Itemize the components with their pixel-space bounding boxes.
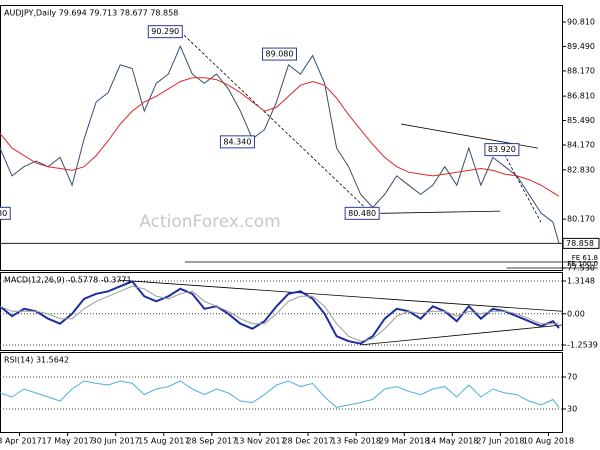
- trendline: [380, 210, 501, 214]
- panel-title: MACD(12,26,9) -0.5778 -0.3771: [4, 276, 132, 285]
- y-tick-label: 82.830: [567, 165, 595, 174]
- x-tick-label: 28 Sep 2017: [187, 437, 238, 446]
- annotation-box: [147, 25, 183, 39]
- panel-frame: [0, 5, 563, 271]
- panel-title: RSI(14) 31.5642: [4, 356, 69, 365]
- x-tick-label: 14 May 2018: [426, 437, 478, 446]
- y-tick-label: 90.810: [567, 18, 595, 27]
- y-tick-label: 84.170: [567, 141, 595, 150]
- x-tick-label: 10 Aug 2018: [523, 437, 574, 446]
- series-line: [0, 285, 560, 342]
- x-tick-label: 28 Dec 2017: [282, 437, 333, 446]
- annotation-label: 84.340: [223, 137, 251, 146]
- series-line: [0, 280, 560, 345]
- panel-frame: [0, 272, 563, 351]
- annotation-label: 80.480: [348, 209, 376, 218]
- panel-frame: [0, 352, 563, 433]
- x-tick-label: 29 Mar 2018: [379, 437, 430, 446]
- y-tick-label: 80.170: [567, 215, 595, 224]
- annotation-label: 80: [0, 209, 7, 218]
- panel-title: AUDJPY,Daily 79.694 79.713 78.677 78.858: [4, 9, 178, 18]
- watermark: ActionForex.com: [139, 212, 280, 232]
- series-line: [0, 380, 560, 408]
- annotation-box: [219, 135, 255, 149]
- series-line: [0, 77, 560, 197]
- y-tick-label: 70: [567, 373, 577, 382]
- y-tick-label: 1.3148: [567, 276, 595, 285]
- annotation-label: 89.080: [265, 50, 293, 59]
- trendline: [501, 149, 542, 223]
- x-tick-label: 15 Aug 2017: [138, 437, 189, 446]
- annotation-label: 90.290: [151, 27, 179, 36]
- plot-area: [0, 380, 560, 408]
- annotation-box: [261, 47, 297, 61]
- last-price-label: 78.858: [566, 239, 594, 248]
- y-tick-label: 89.490: [567, 42, 595, 51]
- x-tick-label: 13 Feb 2018: [331, 437, 381, 446]
- x-tick-label: 3 Apr 2017: [0, 437, 42, 446]
- x-tick-label: 27 Jun 2018: [476, 437, 524, 446]
- trendline: [360, 324, 562, 346]
- y-tick-label: 86.810: [567, 92, 595, 101]
- annotation-box: [344, 206, 380, 220]
- plot-area: [0, 31, 560, 244]
- trendline: [118, 279, 562, 312]
- x-tick-label: 30 Jun 2017: [92, 437, 140, 446]
- y-tick-label: 88.170: [567, 66, 595, 75]
- annotation-label: 83.920: [488, 145, 516, 154]
- y-tick-label: -1.2539: [567, 340, 598, 349]
- y-tick-label: 30: [567, 405, 577, 414]
- y-tick-label: 0.00: [567, 309, 585, 318]
- y-tick-label: 85.490: [567, 116, 595, 125]
- fe-label: FE 100.0: [567, 260, 598, 268]
- last-price-box: [562, 237, 600, 249]
- plot-area: [0, 279, 562, 346]
- x-tick-label: 17 May 2017: [42, 437, 94, 446]
- annotation-box: [0, 206, 11, 220]
- trendline: [180, 31, 372, 214]
- series-line: [0, 45, 560, 244]
- fe-label: FE 61.8: [572, 254, 598, 262]
- x-tick-label: 13 Nov 2017: [234, 437, 285, 446]
- annotation-box: [484, 143, 520, 157]
